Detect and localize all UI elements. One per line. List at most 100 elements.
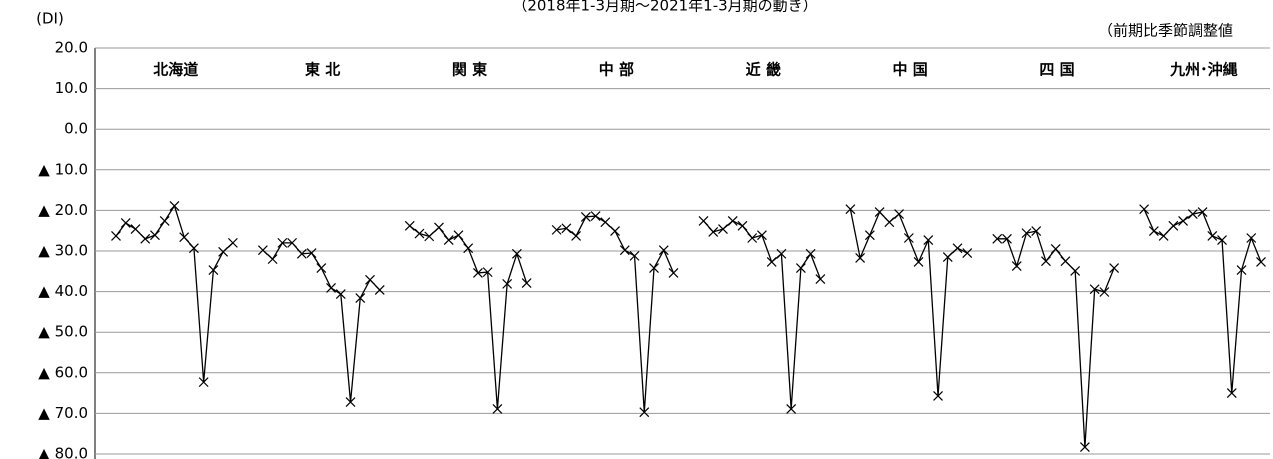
marker (757, 230, 767, 241)
marker (639, 407, 650, 418)
marker (159, 216, 170, 226)
marker (1070, 265, 1081, 276)
marker (776, 248, 787, 259)
marker (287, 237, 298, 248)
marker (610, 226, 620, 237)
marker (208, 265, 219, 276)
marker (414, 228, 425, 239)
marker (1178, 216, 1189, 226)
marker (1168, 220, 1179, 231)
y-tick-label: ▲ 30.0 (38, 242, 88, 260)
marker (903, 233, 914, 243)
y-tick-label: 10.0 (55, 79, 88, 97)
marker (1060, 256, 1071, 267)
region-label: 関 東 (452, 61, 487, 79)
y-tick-label: ▲ 20.0 (38, 201, 88, 219)
marker (502, 278, 513, 289)
region-label: 中 部 (599, 61, 634, 79)
marker (580, 211, 591, 222)
marker (335, 289, 346, 299)
marker (933, 391, 943, 401)
marker (1246, 233, 1257, 243)
marker (1226, 388, 1237, 399)
marker (1139, 204, 1150, 215)
marker (571, 231, 582, 241)
marker (316, 263, 327, 273)
marker (1236, 265, 1247, 276)
y-tick-label: ▲ 40.0 (38, 282, 88, 300)
region-label: 東 北 (305, 61, 340, 79)
marker (482, 267, 493, 278)
marker (658, 245, 669, 256)
marker (267, 254, 278, 265)
region-label: 近 畿 (746, 61, 781, 79)
marker (355, 293, 366, 304)
marker (424, 231, 435, 242)
marker (492, 404, 503, 414)
marker (708, 226, 719, 237)
marker (1197, 207, 1208, 217)
marker (473, 267, 483, 278)
marker (434, 222, 444, 233)
marker (786, 404, 797, 414)
marker (179, 232, 190, 243)
marker (443, 235, 454, 245)
y-tick-label: ▲ 60.0 (38, 363, 88, 381)
marker (1109, 263, 1120, 273)
marker (404, 220, 415, 231)
series-line (262, 242, 381, 403)
marker (952, 243, 963, 254)
marker (1011, 261, 1022, 271)
y-tick-label: 20.0 (55, 39, 88, 57)
marker (737, 220, 748, 231)
marker (374, 285, 385, 295)
marker (766, 257, 777, 267)
series-line (115, 204, 234, 383)
marker (718, 224, 728, 235)
marker (227, 237, 238, 248)
marker (727, 216, 738, 226)
marker (923, 235, 934, 245)
marker (629, 250, 640, 261)
marker (453, 230, 464, 241)
marker (306, 248, 317, 258)
series-line (703, 220, 821, 409)
marker (511, 248, 522, 259)
marker (1217, 235, 1227, 245)
marker (913, 257, 924, 267)
marker (619, 245, 630, 256)
marker (1158, 231, 1169, 241)
y-tick-label: ▲ 80.0 (38, 445, 88, 459)
marker (590, 211, 601, 222)
marker (188, 243, 199, 254)
marker (120, 218, 131, 228)
marker (942, 252, 953, 263)
marker (130, 224, 141, 235)
marker (668, 267, 679, 278)
marker (561, 223, 572, 234)
marker (845, 204, 856, 215)
marker (1207, 231, 1218, 241)
region-label: 九州･沖縄 (1169, 61, 1238, 79)
series-line (409, 225, 528, 409)
series-line (556, 215, 675, 413)
marker (140, 233, 151, 244)
region-label: 北海道 (153, 61, 198, 79)
marker (1079, 442, 1090, 453)
marker (521, 278, 532, 288)
marker (111, 231, 121, 241)
y-tick-label: ▲ 70.0 (38, 404, 88, 422)
marker (600, 217, 611, 228)
series-line (1143, 208, 1262, 394)
y-tick-label: ▲ 50.0 (38, 323, 88, 341)
marker (1050, 244, 1061, 254)
marker (277, 237, 288, 248)
marker (1031, 226, 1042, 237)
marker (855, 252, 866, 263)
marker (1148, 226, 1159, 237)
marker (884, 217, 895, 228)
marker (815, 274, 826, 284)
marker (326, 283, 336, 293)
marker (864, 230, 875, 241)
